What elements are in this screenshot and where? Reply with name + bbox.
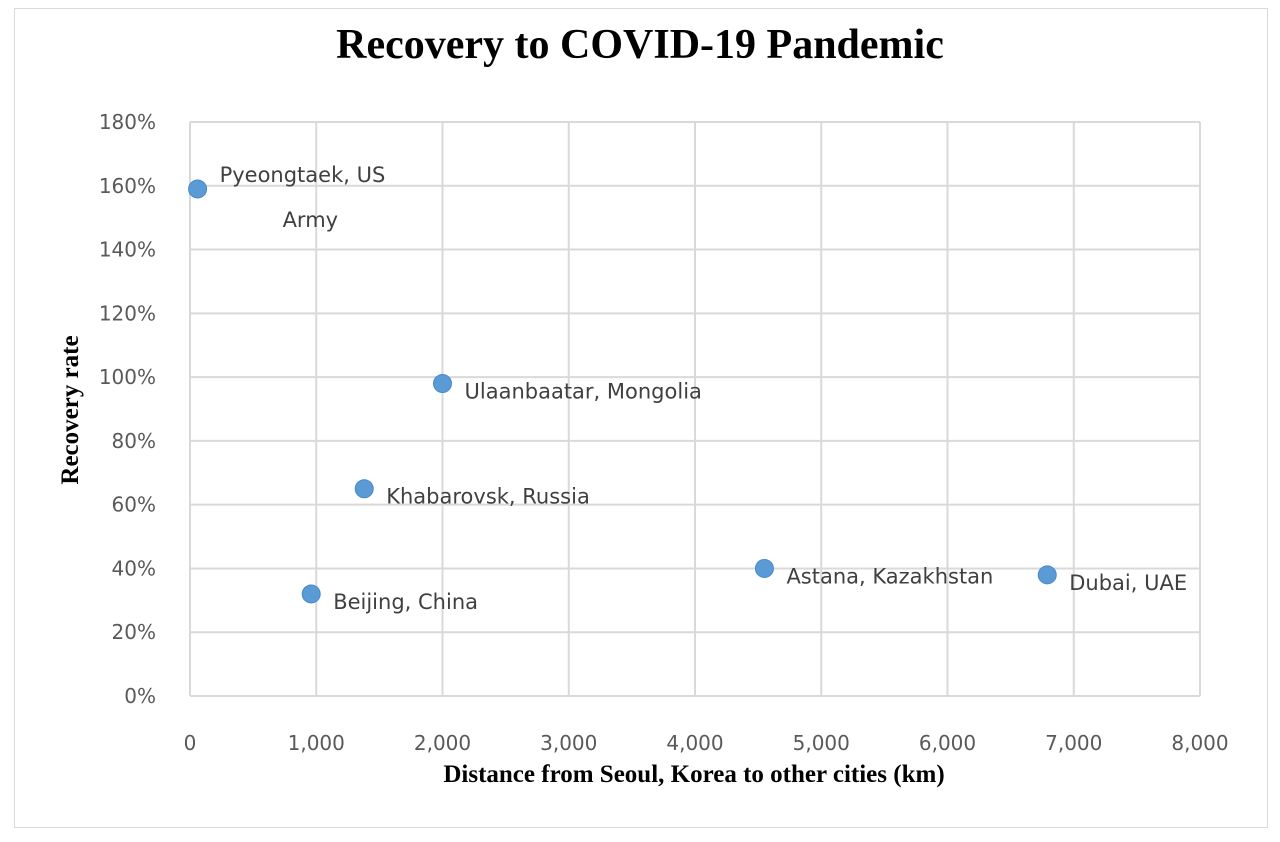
y-tick-label: 80% <box>112 429 156 453</box>
data-point <box>188 179 208 199</box>
x-axis-title: Distance from Seoul, Korea to other citi… <box>443 761 944 788</box>
data-label: Khabarovsk, Russia <box>386 485 590 509</box>
x-tick-label: 8,000 <box>1171 731 1228 755</box>
x-tick-label: 1,000 <box>288 731 345 755</box>
y-tick-label: 60% <box>112 493 156 517</box>
data-labels: Pyeongtaek, US Army Ulaanbaatar, Mongolia K… <box>220 163 1188 614</box>
data-point <box>433 373 452 393</box>
x-tick-label: 3,000 <box>540 731 597 755</box>
gridlines <box>189 121 1201 697</box>
y-tick-label: 160% <box>99 174 156 198</box>
chart-title: Recovery to COVID-19 Pandemic <box>336 22 944 68</box>
data-label: Dubai, UAE <box>1069 571 1187 595</box>
data-points <box>188 179 1057 604</box>
x-tick-label: 0 <box>184 731 197 755</box>
data-point <box>754 558 774 578</box>
x-tick-label: 2,000 <box>414 731 471 755</box>
x-tick-label: 5,000 <box>793 731 850 755</box>
x-tick-label: 4,000 <box>666 731 723 755</box>
data-point <box>354 479 374 499</box>
y-axis-title: Recovery rate <box>57 335 84 484</box>
chart-frame <box>14 8 1268 828</box>
tick-labels: 0 1,000 2,000 3,000 4,000 5,000 6,000 7,000 8,00… <box>99 110 1229 755</box>
data-point <box>1037 565 1057 585</box>
data-label: Beijing, China <box>333 590 478 614</box>
y-tick-label: 140% <box>99 238 156 262</box>
y-tick-label: 0% <box>124 684 156 708</box>
y-tick-label: 40% <box>112 556 156 580</box>
x-tick-label: 6,000 <box>919 731 976 755</box>
data-point <box>301 584 321 604</box>
data-label: Astana, Kazakhstan <box>786 564 993 588</box>
y-tick-label: 100% <box>99 365 156 389</box>
y-tick-label: 120% <box>99 301 156 325</box>
x-tick-label: 7,000 <box>1045 731 1102 755</box>
data-label: Pyeongtaek, US Army <box>220 163 386 232</box>
y-tick-label: 180% <box>99 110 156 134</box>
data-label: Ulaanbaatar, Mongolia <box>465 379 702 403</box>
y-tick-label: 20% <box>112 620 156 644</box>
